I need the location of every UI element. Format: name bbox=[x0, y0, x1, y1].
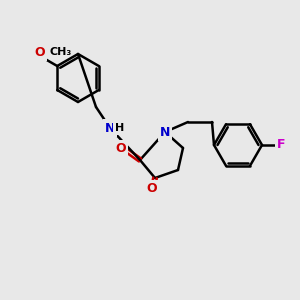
Text: H: H bbox=[116, 123, 124, 133]
Text: O: O bbox=[116, 142, 126, 155]
Text: N: N bbox=[160, 125, 170, 139]
Text: CH₃: CH₃ bbox=[50, 47, 72, 57]
Text: N: N bbox=[105, 122, 115, 134]
Text: O: O bbox=[147, 182, 157, 196]
Text: O: O bbox=[34, 46, 45, 59]
Text: F: F bbox=[277, 139, 285, 152]
